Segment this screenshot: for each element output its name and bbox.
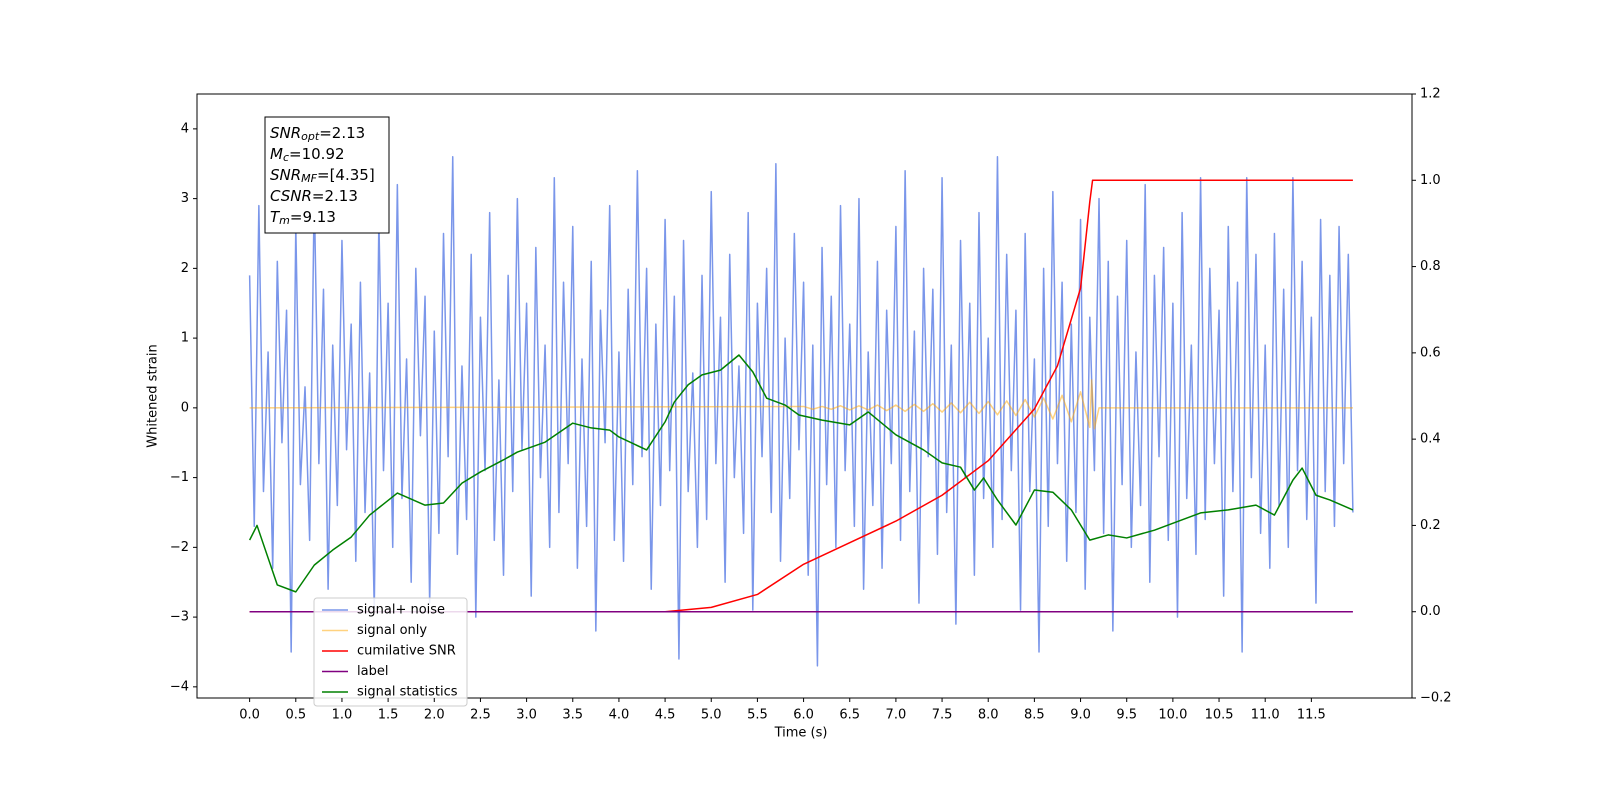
series-line bbox=[248, 156, 1354, 667]
x-tick-label: 7.0 bbox=[886, 708, 907, 723]
y2-tick-label: 1.2 bbox=[1420, 87, 1441, 102]
series-line bbox=[249, 179, 1353, 613]
y2-tick-label: 0.6 bbox=[1420, 345, 1441, 360]
legend-label: label bbox=[357, 664, 388, 679]
legend-box bbox=[313, 597, 468, 707]
annotation-sub: c bbox=[283, 151, 289, 164]
x-axis-label: Time (s) bbox=[774, 726, 828, 741]
annotation-rest: =9.13 bbox=[290, 208, 336, 226]
y-tick-label: −2 bbox=[170, 540, 189, 555]
legend-label: signal statistics bbox=[357, 685, 458, 700]
annotation-box bbox=[264, 116, 390, 234]
x-tick-label: 7.5 bbox=[932, 708, 953, 723]
y-axis-label: Whitened strain bbox=[146, 344, 161, 447]
x-tick-label: 0.0 bbox=[239, 708, 260, 723]
y2-tick-label: 0.4 bbox=[1420, 432, 1441, 447]
annotation-main: SNR bbox=[270, 124, 301, 142]
annotation-line: SNRMF=[4.35] bbox=[270, 166, 375, 186]
x-tick-label: 2.0 bbox=[424, 708, 445, 723]
y2-tick-label: 0.2 bbox=[1420, 518, 1441, 533]
y-tick-label: 2 bbox=[181, 261, 189, 276]
legend: signal+ noise signal only cumilative SNR la… bbox=[313, 597, 468, 707]
x-tick-label: 3.5 bbox=[562, 708, 583, 723]
annotation-rest: =2.13 bbox=[319, 124, 365, 142]
annotation-main: M bbox=[270, 145, 283, 163]
x-tick-label: 8.0 bbox=[978, 708, 999, 723]
y-tick-label: −1 bbox=[170, 470, 189, 485]
annotation-sub: m bbox=[279, 214, 290, 227]
x-tick-label: 5.5 bbox=[747, 708, 768, 723]
axes-frame bbox=[196, 93, 1413, 699]
legend-label: signal+ noise bbox=[357, 603, 445, 618]
annotation-rest: =10.92 bbox=[289, 145, 345, 163]
x-tick-label: 0.5 bbox=[285, 708, 306, 723]
x-tick-label: 6.0 bbox=[793, 708, 814, 723]
x-tick-label: 4.0 bbox=[609, 708, 630, 723]
x-tick-label: 9.0 bbox=[1070, 708, 1091, 723]
x-tick-label: 3.0 bbox=[516, 708, 537, 723]
x-tick-label: 2.5 bbox=[470, 708, 491, 723]
annotation-sub: MF bbox=[301, 172, 317, 185]
y2-tick-label: 0.8 bbox=[1420, 259, 1441, 274]
y-tick-label: −3 bbox=[170, 610, 189, 625]
y2-tick-label: −0.2 bbox=[1420, 691, 1452, 706]
x-tick-label: 1.0 bbox=[332, 708, 353, 723]
annotation-line: CSNR=2.13 bbox=[270, 187, 358, 205]
x-tick-label: 8.5 bbox=[1024, 708, 1045, 723]
annotation-rest: =[4.35] bbox=[317, 166, 375, 184]
x-tick-label: 10.0 bbox=[1158, 708, 1187, 723]
y2-tick-label: 0.0 bbox=[1420, 604, 1441, 619]
x-tick-label: 5.0 bbox=[701, 708, 722, 723]
y-tick-label: 3 bbox=[181, 191, 189, 206]
legend-label: cumilative SNR bbox=[357, 644, 456, 659]
x-tick-label: 11.5 bbox=[1297, 708, 1326, 723]
y-tick-label: 1 bbox=[181, 331, 189, 346]
annotation-line: SNRopt=2.13 bbox=[270, 124, 365, 144]
annotation-line: Tm=9.13 bbox=[270, 208, 336, 228]
annotation-main: T bbox=[270, 208, 281, 226]
x-tick-label: 4.5 bbox=[655, 708, 676, 723]
x-tick-label: 10.5 bbox=[1205, 708, 1234, 723]
x-tick-label: 1.5 bbox=[378, 708, 399, 723]
legend-label: signal only bbox=[357, 623, 427, 638]
x-tick-label: 11.0 bbox=[1251, 708, 1280, 723]
y-tick-label: −4 bbox=[170, 679, 189, 694]
y2-tick-label: 1.0 bbox=[1420, 173, 1441, 188]
annotation-main: SNR bbox=[270, 166, 301, 184]
series-line bbox=[249, 379, 1353, 430]
annotation-main: CSNR bbox=[270, 187, 312, 205]
series-line bbox=[248, 354, 1354, 593]
x-tick-label: 9.5 bbox=[1116, 708, 1137, 723]
y-tick-label: 4 bbox=[181, 121, 189, 136]
annotation-rest: =2.13 bbox=[312, 187, 358, 205]
y-tick-label: 0 bbox=[181, 400, 189, 415]
annotation-sub: opt bbox=[301, 130, 320, 143]
annotation-line: Mc=10.92 bbox=[270, 145, 345, 165]
x-tick-label: 6.5 bbox=[839, 708, 860, 723]
annotation: SNRopt=2.13Mc=10.92SNRMF=[4.35]CSNR=2.13… bbox=[264, 116, 390, 234]
